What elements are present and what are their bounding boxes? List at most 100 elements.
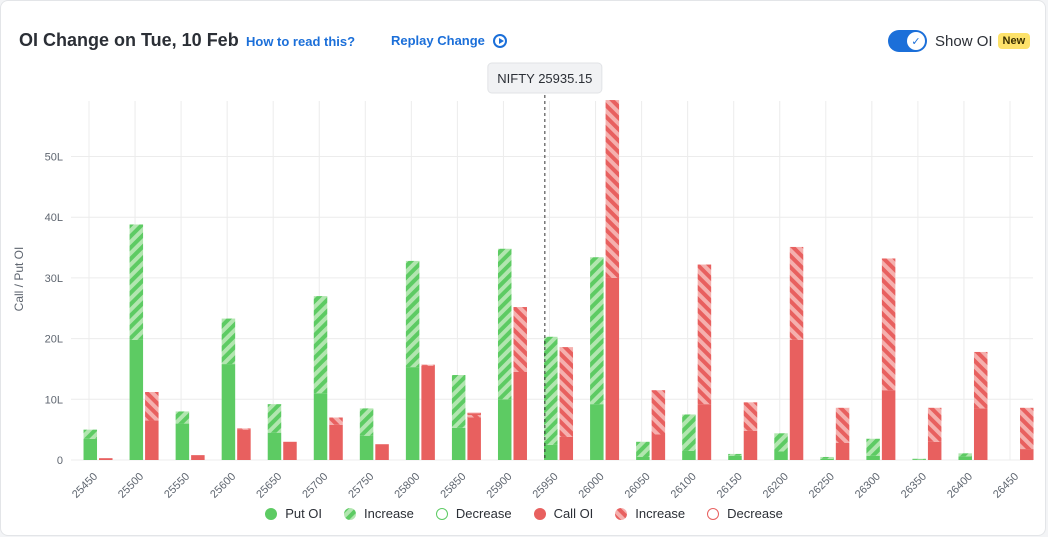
put-increase-bar — [636, 441, 650, 457]
call-oi-bar — [881, 390, 896, 460]
show-oi-label: Show OI — [935, 32, 993, 50]
put-increase-bar — [912, 458, 926, 460]
put-oi-bar — [359, 435, 374, 460]
put-increase-bar — [359, 408, 374, 436]
call-increase-bar — [789, 246, 804, 340]
put-increase-bar — [682, 414, 696, 451]
put-increase-bar — [313, 296, 328, 394]
chart-title: OI Change on Tue, 10 Feb — [19, 30, 239, 50]
call-oi-bar — [99, 458, 113, 460]
put-increase-swatch — [344, 507, 357, 520]
call-oi-bar — [237, 429, 251, 460]
x-tick-label: 26250 — [807, 471, 837, 501]
put-increase-bar — [175, 411, 190, 424]
x-tick-label: 25900 — [484, 471, 514, 501]
replay-change-button[interactable]: Replay Change — [391, 33, 507, 48]
put-increase-bar — [958, 453, 972, 457]
put-oi-bar — [405, 367, 420, 460]
x-tick-label: 26150 — [715, 471, 745, 501]
put-oi-bar — [820, 458, 834, 460]
x-tick-label: 25700 — [300, 471, 330, 501]
x-tick-label: 26200 — [761, 471, 791, 501]
check-icon: ✓ — [907, 32, 925, 50]
put-increase-bar — [820, 456, 834, 459]
y-tick-label: 10L — [45, 394, 63, 406]
put-oi-bar — [313, 393, 328, 460]
x-tick-label: 25500 — [116, 471, 146, 501]
call-increase-bar — [145, 392, 159, 421]
put-increase-bar — [221, 318, 236, 365]
call-oi-bar — [283, 441, 297, 460]
call-oi-bar — [1020, 449, 1034, 460]
legend-call-increase[interactable]: Increase — [615, 506, 685, 521]
x-tick-label: 26450 — [991, 471, 1021, 501]
how-to-read-link[interactable]: How to read this? — [246, 34, 356, 49]
call-oi-swatch — [533, 507, 546, 520]
legend-call-oi-label: Call OI — [553, 506, 594, 521]
call-oi-bar — [835, 443, 850, 460]
call-oi-bar — [789, 339, 804, 460]
call-oi-bar — [145, 420, 159, 460]
put-increase-bar — [129, 224, 144, 340]
put-oi-bar — [774, 451, 788, 460]
x-tick-label: 26400 — [945, 471, 975, 501]
put-oi-bar — [221, 364, 236, 460]
put-oi-bar — [451, 427, 466, 460]
legend-put-increase[interactable]: Increase — [344, 506, 414, 521]
call-oi-bar — [375, 444, 389, 460]
x-tick-label: 26350 — [899, 471, 929, 501]
put-increase-bar — [544, 336, 558, 445]
call-oi-bar — [927, 441, 942, 460]
call-oi-bar — [191, 455, 205, 460]
show-oi-control: ✓ Show OI New — [888, 30, 1031, 52]
legend-call-decrease[interactable]: Decrease — [707, 506, 783, 521]
show-oi-toggle[interactable]: ✓ — [888, 30, 927, 52]
legend-call-decrease-label: Decrease — [727, 506, 783, 521]
legend-put-decrease[interactable]: Decrease — [435, 506, 512, 521]
call-increase-bar — [651, 390, 666, 435]
spot-price-tooltip — [487, 62, 603, 94]
put-oi-bar — [83, 438, 98, 460]
put-oi-bar — [866, 455, 880, 460]
chart-legend: Put OI Increase Decrease Call OI Increas… — [1, 506, 1045, 521]
put-oi-bar — [958, 456, 972, 460]
call-increase-bar — [329, 417, 343, 425]
replay-change-label: Replay Change — [391, 33, 485, 48]
call-oi-bar — [329, 424, 343, 460]
oi-bar-chart: 25450 25500 25550 25600 25650 25700 25750 25800… — [12, 62, 1034, 501]
x-tick-label: 26300 — [853, 471, 883, 501]
legend-put-increase-label: Increase — [364, 506, 414, 521]
x-tick-label: 26100 — [669, 471, 699, 501]
legend-put-oi-label: Put OI — [285, 506, 323, 521]
call-decrease-swatch — [707, 507, 720, 520]
y-tick-label: 50L — [45, 152, 63, 164]
new-badge: New — [997, 33, 1031, 49]
call-oi-bar — [697, 404, 712, 460]
put-oi-bar — [590, 404, 604, 460]
put-increase-bar — [451, 375, 466, 428]
y-tick-label: 40L — [45, 212, 63, 224]
put-increase-bar — [267, 404, 282, 433]
call-increase-bar — [237, 428, 251, 430]
legend-call-oi[interactable]: Call OI — [533, 506, 594, 521]
put-increase-bar — [590, 257, 604, 405]
put-increase-bar — [497, 248, 512, 400]
x-tick-label: 25650 — [254, 471, 284, 501]
put-oi-bar — [728, 455, 742, 460]
call-increase-bar — [1020, 407, 1034, 450]
put-decrease-swatch — [435, 507, 448, 520]
x-tick-label: 25750 — [346, 471, 376, 501]
put-oi-bar — [636, 456, 650, 460]
call-oi-bar — [973, 408, 988, 460]
legend-put-oi[interactable]: Put OI — [265, 506, 322, 521]
put-oi-bar — [175, 423, 190, 460]
call-oi-bar — [743, 430, 758, 460]
put-increase-bar — [405, 260, 420, 368]
call-increase-bar — [467, 414, 481, 418]
put-oi-bar — [267, 432, 282, 460]
put-increase-bar — [728, 453, 742, 456]
y-tick-label: 30L — [45, 273, 63, 285]
call-increase-bar — [835, 407, 850, 444]
put-increase-bar — [866, 438, 880, 456]
